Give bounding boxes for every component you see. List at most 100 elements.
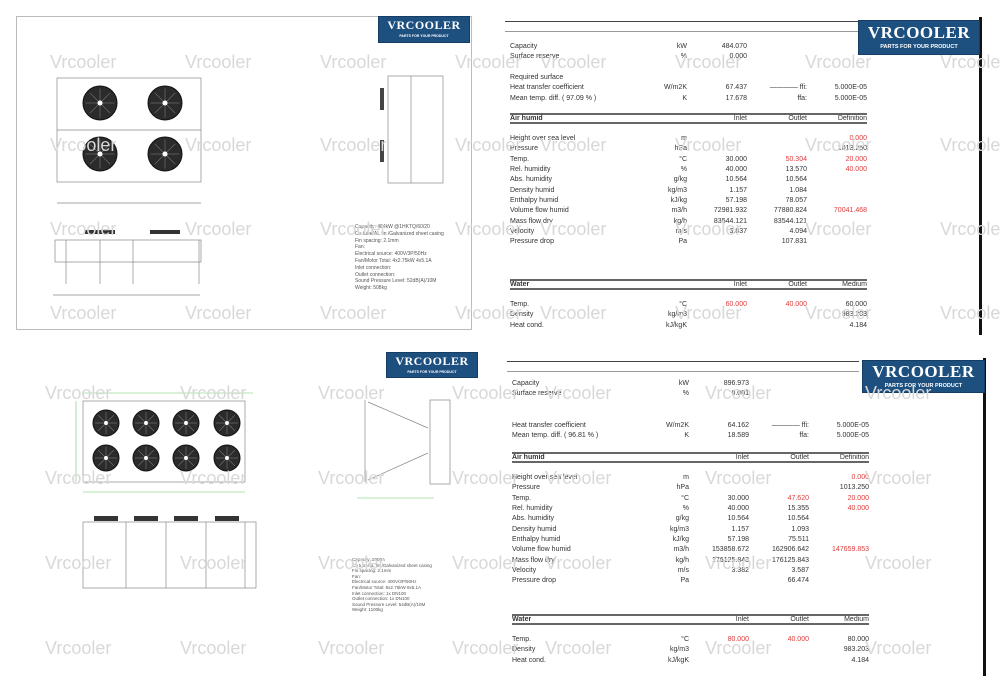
header-label: Water bbox=[510, 281, 530, 288]
table-row: Pressure drop Pa 107.831 bbox=[510, 237, 867, 247]
fan-hub bbox=[162, 151, 168, 157]
cell-outlet bbox=[749, 379, 809, 389]
front-view bbox=[54, 239, 202, 263]
spec-line: Fan/Motor Total: 8x2.75kW 8x5.1A bbox=[352, 584, 421, 590]
cell-outlet: 40.000 bbox=[787, 636, 809, 643]
cell-def bbox=[809, 525, 869, 535]
cell-inlet: 80.000 bbox=[727, 636, 749, 643]
calc-sheet-1: Capacity kW 484.070 Surface reserve% 0.000 R… bbox=[505, 17, 982, 335]
header-outlet: Outlet bbox=[790, 454, 809, 461]
cell-outlet: ———— ffi: bbox=[769, 84, 807, 92]
spec-text-4-fan: Capacity: 484kW @1HKTQ/60/20 Cu tube/AL f… bbox=[355, 224, 444, 292]
cell-outlet bbox=[747, 52, 807, 62]
cell-label: Height over sea level bbox=[510, 135, 576, 142]
cell-inlet: 153858.672 bbox=[712, 546, 749, 554]
cell-outlet: ffa: bbox=[797, 94, 807, 102]
header-label: Water bbox=[512, 616, 532, 623]
cell-label: Pressure drop bbox=[510, 238, 554, 246]
cell-label: Heat cond. bbox=[510, 321, 544, 329]
fan-hub bbox=[162, 100, 168, 106]
cell-inlet bbox=[689, 473, 749, 483]
cell-unit: m/s bbox=[677, 567, 689, 575]
cell-label: Heat cond. bbox=[512, 656, 546, 664]
header-inlet: Inlet bbox=[735, 454, 749, 461]
table-row: Temp. °C 30.000 50.304 20.000 bbox=[510, 155, 867, 165]
fan-hub bbox=[184, 456, 188, 460]
cell-unit: kg/m3 bbox=[669, 646, 689, 654]
cell-def bbox=[809, 556, 869, 566]
cell-def: 70041.468 bbox=[833, 207, 867, 215]
cell-inlet: 10.564 bbox=[725, 176, 747, 184]
cell-label: Density bbox=[510, 311, 534, 319]
cell-outlet bbox=[749, 473, 809, 483]
cell-label: Heat transfer coefficient bbox=[510, 84, 584, 92]
cell-inlet: 57.198 bbox=[727, 536, 749, 544]
cell-outlet: 107.831 bbox=[781, 238, 807, 246]
cell-unit: kW bbox=[676, 43, 687, 50]
fan-motor bbox=[174, 516, 198, 521]
cell-outlet: 15.355 bbox=[787, 505, 809, 513]
table-row: Density kg/m3 983.203 bbox=[510, 310, 867, 320]
table-row: Temp. °C 60.000 40.000 60.000 bbox=[510, 300, 867, 310]
cell-inlet: 72981.932 bbox=[713, 207, 747, 215]
header-outlet: Outlet bbox=[788, 281, 807, 288]
header-label: Air humid bbox=[510, 115, 543, 122]
cell-label: Density bbox=[512, 646, 536, 654]
cell-label: Pressure bbox=[512, 484, 541, 492]
spec-line: Fan: bbox=[355, 244, 366, 251]
cell-outlet bbox=[749, 483, 809, 493]
cell-unit: % bbox=[680, 166, 687, 174]
spec-line: Cu tube/AL fin /Galvanized sheet casing bbox=[355, 230, 444, 237]
spec-line: Inlet connection: bbox=[355, 264, 392, 271]
header-inlet: Inlet bbox=[733, 281, 747, 288]
vrcooler-logo: VRCOOLER PARTS FOR YOUR PRODUCT bbox=[858, 20, 980, 55]
cell-outlet: 10.564 bbox=[785, 176, 807, 184]
spec-line: Fin spacing: 2.1mm bbox=[352, 568, 392, 574]
fan-hub bbox=[225, 456, 229, 460]
cell-outlet: 66.474 bbox=[787, 577, 809, 585]
header-unit bbox=[652, 454, 689, 461]
cell-outlet: ———— ffi: bbox=[771, 422, 809, 429]
spec-line: Capacity: 2000A bbox=[352, 557, 386, 562]
cell-label: Volume flow humid bbox=[510, 207, 569, 215]
header-unit bbox=[650, 281, 687, 288]
spec-line: Electrical source: 400V/3P/50Hz bbox=[352, 579, 417, 585]
cell-unit: % bbox=[680, 53, 687, 61]
fan-motor bbox=[215, 516, 239, 521]
table-row: Pressure drop Pa 66.474 bbox=[512, 576, 869, 586]
fan-motor bbox=[85, 230, 115, 234]
cell-inlet: 18.589 bbox=[727, 432, 749, 440]
cell-def: 4.184 bbox=[851, 656, 869, 664]
table-row: Enthalpy humid kJ/kg 57.198 75.511 bbox=[512, 535, 869, 545]
fan-hub bbox=[144, 421, 148, 425]
vrcooler-logo: VRCOOLER PARTS FOR YOUR PRODUCT bbox=[862, 360, 985, 393]
cell-inlet bbox=[687, 144, 747, 154]
cell-unit: m bbox=[681, 135, 687, 142]
cell-outlet: 50.304 bbox=[785, 155, 807, 163]
cell-unit: K bbox=[684, 432, 689, 440]
header-inlet: Inlet bbox=[733, 115, 747, 122]
header-outlet: Outlet bbox=[788, 115, 807, 122]
cell-outlet bbox=[749, 389, 809, 399]
table-row: Density humid kg/m3 1.157 1.084 bbox=[510, 186, 867, 196]
unit-outline bbox=[82, 400, 246, 483]
table-row: Mass flow dry kg/h 176125.843 176125.843 bbox=[512, 556, 869, 566]
cell-inlet: 896.973 bbox=[723, 380, 749, 387]
cell-def bbox=[809, 389, 869, 399]
cell-label: Density humid bbox=[510, 186, 555, 194]
cell-label: Temp. bbox=[512, 636, 532, 643]
cell-def: 4.184 bbox=[849, 321, 867, 329]
cell-def bbox=[807, 175, 867, 185]
cell-unit: °C bbox=[681, 494, 689, 502]
cell-def bbox=[809, 514, 869, 524]
table-row: Density kg/m3 983.203 bbox=[512, 645, 869, 655]
cell-outlet: 75.511 bbox=[788, 536, 809, 544]
cell-inlet: 60.000 bbox=[725, 301, 747, 308]
cell-unit: g/kg bbox=[673, 176, 687, 184]
cell-unit: g/kg bbox=[675, 515, 689, 523]
cell-label: Abs. humidity bbox=[512, 515, 555, 523]
cell-unit: hPa bbox=[676, 484, 689, 492]
fan-hub bbox=[184, 421, 188, 425]
cell-def: 20.000 bbox=[847, 494, 869, 502]
cell-outlet: 40.000 bbox=[785, 301, 807, 308]
